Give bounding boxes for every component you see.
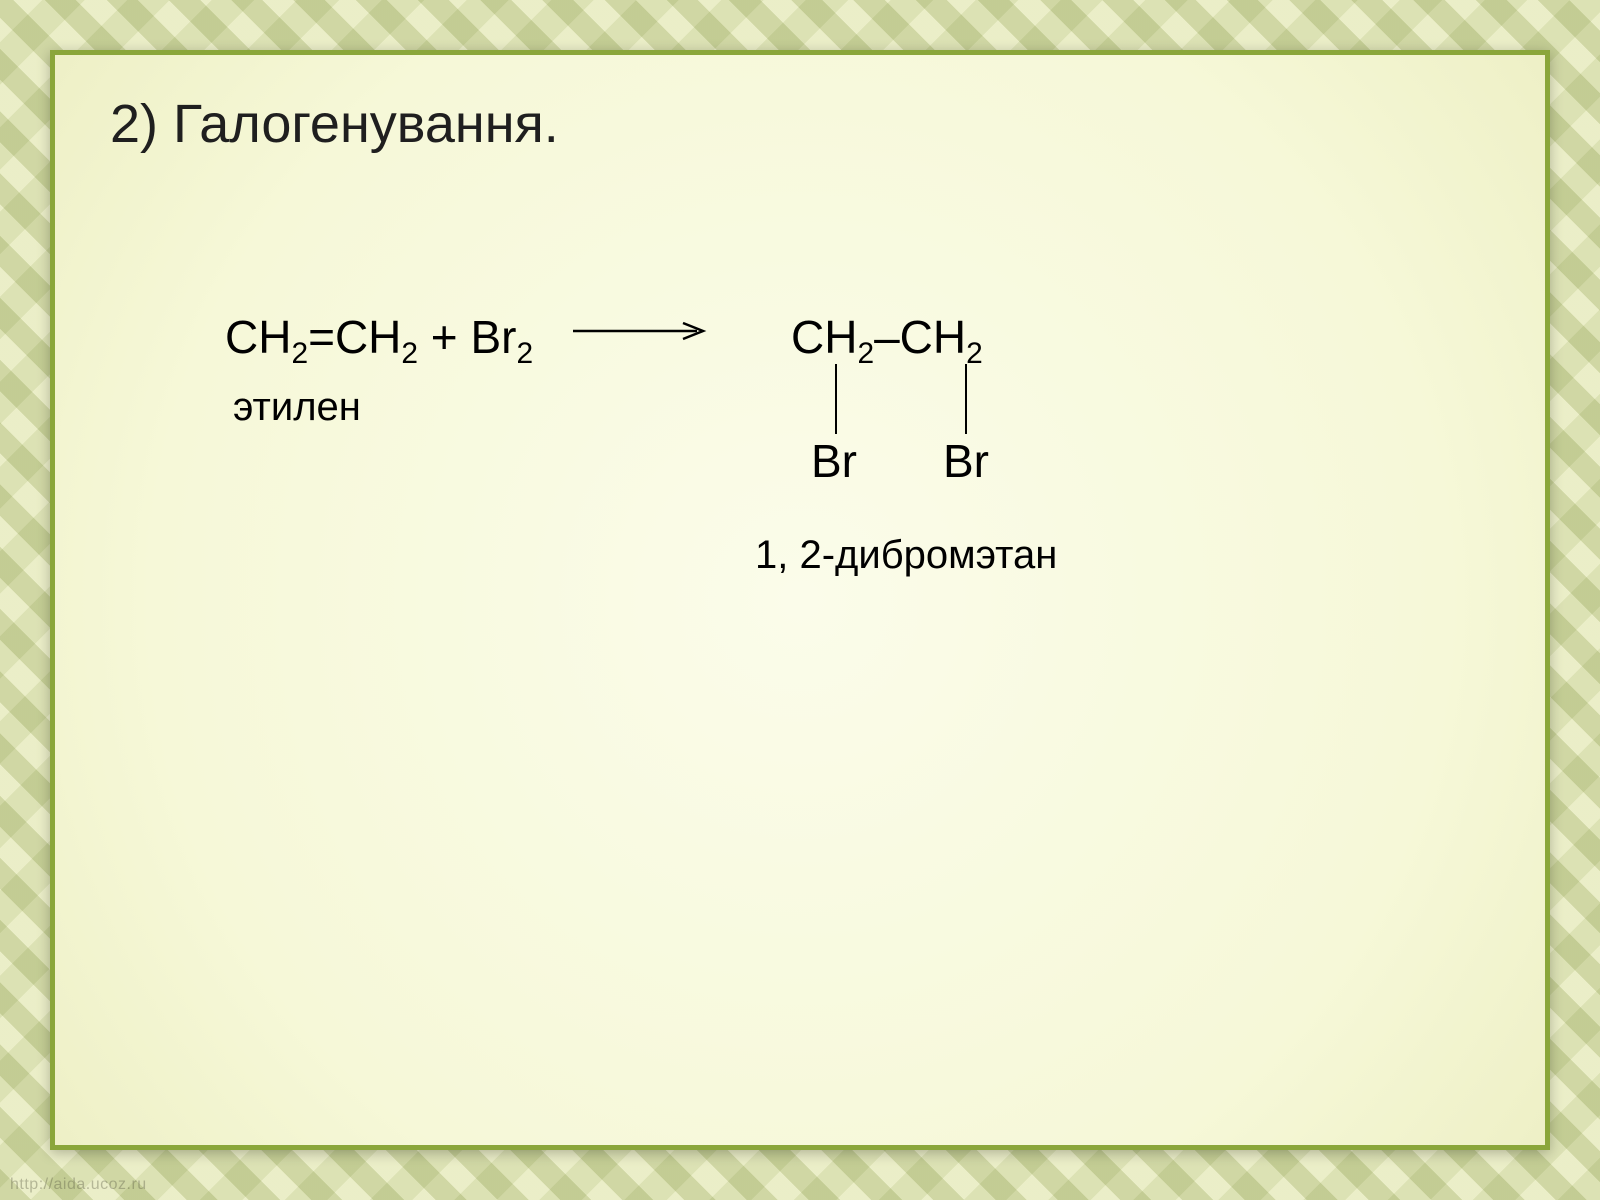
reactant-label: этилен [233,385,361,430]
slide-background: 2) Галогенування. CH2=CH2 + Br2 этилен C… [0,0,1600,1200]
reaction-reactants: CH2=CH2 + Br2 [225,310,741,364]
bond-right [965,364,967,434]
bond-left [835,364,837,434]
br-left: Br [811,434,857,488]
product-label: 1, 2-дибромэтан [755,533,1057,578]
slide-title: 2) Галогенування. [110,93,559,155]
product-bonds [791,364,983,434]
product-top-formula: CH2–CH2 [791,310,983,364]
content-panel: 2) Галогенування. CH2=CH2 + Br2 этилен C… [50,50,1550,1150]
reaction-arrow-icon [571,310,711,342]
reactant-formula: CH2=CH2 + Br2 [225,310,533,364]
watermark: http://aida.ucoz.ru [10,1176,147,1194]
product-br-row: Br Br [791,434,983,488]
reaction-product: CH2–CH2 Br Br [791,310,983,488]
br-right: Br [943,434,989,488]
